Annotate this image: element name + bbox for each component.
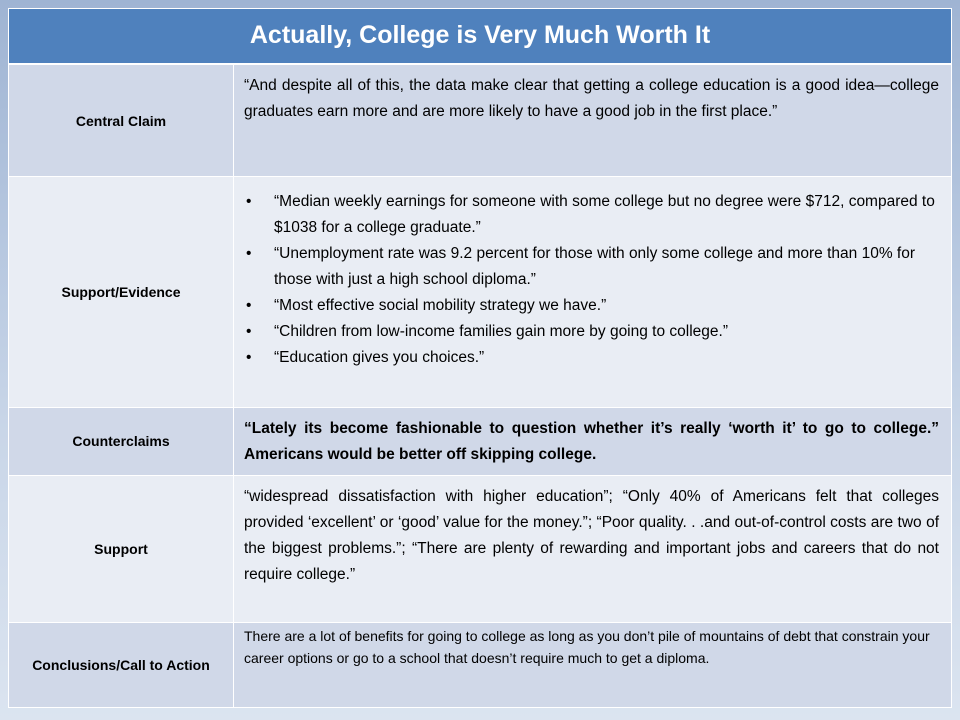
evidence-item: “Most effective social mobility strategy… [246,293,939,319]
evidence-list: “Median weekly earnings for someone with… [244,189,939,371]
evidence-item: “Unemployment rate was 9.2 percent for t… [246,241,939,293]
row-central-claim: Central Claim “And despite all of this, … [9,64,951,178]
support-evidence-label: Support/Evidence [9,177,234,407]
evidence-item: “Education gives you choices.” [246,345,939,371]
evidence-item: “Children from low-income families gain … [246,319,939,345]
slide-title: Actually, College is Very Much Worth It [9,9,951,65]
evidence-item: “Median weekly earnings for someone with… [246,189,939,241]
support-label: Support [9,475,234,623]
central-claim-label: Central Claim [9,64,234,177]
central-claim-text: “And despite all of this, the data make … [244,76,939,120]
row-support: Support “widespread dissatisfaction with… [9,475,951,624]
row-conclusions: Conclusions/Call to Action There are a l… [9,623,951,707]
conclusions-label: Conclusions/Call to Action [9,623,234,707]
row-support-evidence: Support/Evidence “Median weekly earnings… [9,177,951,408]
conclusions-text: There are a lot of benefits for going to… [244,628,930,667]
support-text: “widespread dissatisfaction with higher … [244,487,939,583]
counterclaims-label: Counterclaims [9,407,234,475]
row-counterclaims: Counterclaims “Lately its become fashion… [9,407,951,476]
support-evidence-content: “Median weekly earnings for someone with… [234,177,951,406]
counterclaims-text: “Lately its become fashionable to questi… [244,419,939,463]
argument-table: Actually, College is Very Much Worth It … [8,8,952,708]
